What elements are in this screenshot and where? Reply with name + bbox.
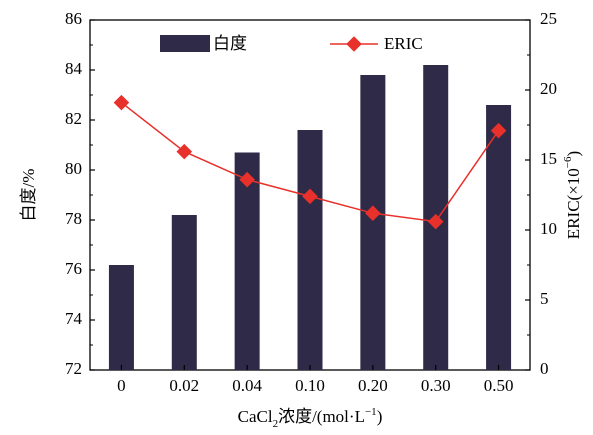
left-tick-label: 74 [65, 309, 83, 328]
point [365, 205, 381, 221]
legend-label-eric: ERIC [384, 34, 423, 53]
bar [108, 265, 134, 370]
legend-swatch-whiteness [160, 35, 210, 52]
left-tick-label: 80 [65, 159, 82, 178]
bar [360, 75, 386, 370]
point [490, 122, 507, 139]
left-tick-label: 78 [65, 209, 82, 228]
bar [486, 105, 512, 370]
x-tick-label: 0.10 [295, 376, 325, 395]
right-tick-label: 15 [540, 149, 557, 168]
x-axis: 0 0.02 0.04 0.10 0.20 0.30 0.50 [117, 365, 513, 395]
line-series [113, 94, 507, 230]
bar-series [108, 65, 512, 370]
legend-marker-eric [346, 36, 362, 52]
bar [297, 130, 323, 370]
x-tick-label: 0.04 [232, 376, 262, 395]
right-tick-label: 5 [540, 289, 549, 308]
right-tick-label: 25 [540, 9, 557, 28]
right-tick-label: 10 [540, 219, 557, 238]
right-tick-label: 0 [540, 359, 549, 378]
point [302, 188, 318, 205]
right-axis: 0 5 10 15 20 25 [525, 9, 557, 378]
point [113, 94, 130, 111]
x-axis-label: CaCl2浓度/(mol·L−1) [238, 406, 383, 430]
x-tick-label: 0.02 [169, 376, 199, 395]
legend-label-whiteness: 白度 [213, 34, 247, 53]
left-axis: 72 74 76 78 80 82 84 86 [65, 9, 95, 378]
left-tick-label: 84 [65, 59, 83, 78]
x-tick-label: 0 [117, 376, 126, 395]
point [176, 143, 193, 160]
x-tick-label: 0.50 [484, 376, 514, 395]
x-tick-label: 0.20 [358, 376, 388, 395]
left-axis-label: 白度/% [19, 169, 38, 222]
left-tick-label: 72 [65, 359, 82, 378]
right-tick-label: 20 [540, 79, 557, 98]
left-tick-label: 82 [65, 109, 82, 128]
point [239, 171, 255, 188]
left-tick-label: 86 [65, 9, 82, 28]
bar [234, 152, 260, 370]
x-tick-label: 0.30 [421, 376, 451, 395]
bar [171, 215, 197, 370]
legend: 白度 ERIC [160, 34, 423, 53]
right-axis-label: ERIC(×10−6) [562, 151, 583, 239]
left-tick-label: 76 [65, 259, 82, 278]
point [427, 213, 444, 230]
